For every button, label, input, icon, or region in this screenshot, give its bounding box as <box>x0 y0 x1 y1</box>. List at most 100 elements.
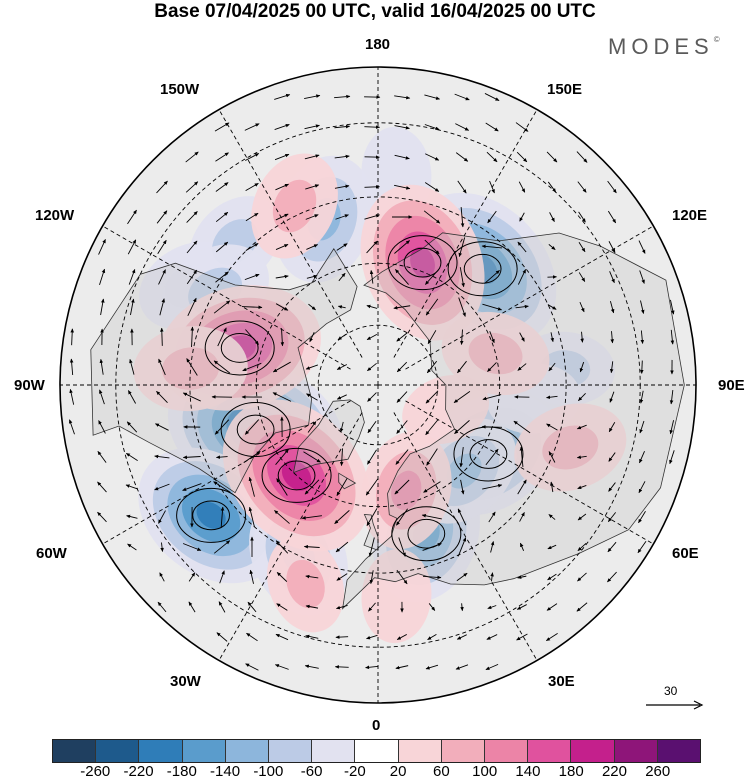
anomaly-contour <box>286 559 325 609</box>
coastline <box>90 248 358 494</box>
wind-vector <box>215 241 229 253</box>
wind-vector <box>454 420 470 434</box>
wind-vector <box>336 394 347 400</box>
wind-vector <box>336 243 348 251</box>
wind-vector <box>301 515 322 520</box>
wind-vector <box>157 601 167 613</box>
wind-vector <box>457 537 467 557</box>
wind-vector <box>159 298 165 316</box>
wind-vector <box>304 94 321 100</box>
colorbar-tick-label: -20 <box>344 763 366 780</box>
wind-vector <box>422 575 442 580</box>
height-anomaly-shading <box>133 126 627 644</box>
wind-vector <box>484 93 500 101</box>
wind-vector <box>186 358 198 376</box>
wind-vector <box>130 298 135 316</box>
colorbar-tick-label: 60 <box>433 763 450 780</box>
wind-vector <box>366 508 378 527</box>
wind-vector <box>428 603 436 611</box>
wind-vector <box>548 244 556 250</box>
wind-vector <box>519 542 525 551</box>
wind-vector <box>156 391 168 403</box>
wind-vector <box>394 95 411 100</box>
wind-vector <box>394 125 410 130</box>
wind-vector <box>274 664 289 670</box>
wind-vector <box>128 268 136 285</box>
colorbar-tick-label: 100 <box>472 763 498 780</box>
brand-name: MODES <box>608 34 714 59</box>
wind-vector <box>275 244 289 250</box>
wind-vector <box>610 331 614 344</box>
wind-vector <box>481 244 502 249</box>
wind-vector <box>154 454 170 459</box>
wind-vector <box>546 151 558 163</box>
meridian-line <box>102 400 351 545</box>
wind-vector <box>364 125 381 129</box>
wind-vector <box>214 122 230 132</box>
wind-vector <box>488 511 496 523</box>
wind-vector <box>547 181 557 193</box>
wind-vector <box>158 358 166 376</box>
wind-vector <box>245 153 260 161</box>
colorbar-tick-label: -260 <box>80 763 111 780</box>
wind-vector <box>97 450 107 463</box>
wind-vector <box>577 572 587 582</box>
wind-vector <box>607 512 617 522</box>
wind-vector <box>608 241 616 254</box>
wind-vector <box>335 541 349 553</box>
anomaly-colorbar <box>52 739 701 763</box>
anomaly-contour <box>196 501 226 529</box>
wind-vector <box>421 514 442 520</box>
wind-vector <box>395 665 409 670</box>
wind-vector <box>98 238 106 255</box>
modes-logo: MODES© <box>608 34 720 60</box>
wind-vector <box>275 540 289 554</box>
wind-vector <box>366 240 378 254</box>
streamline <box>176 487 247 543</box>
wind-vector <box>426 360 438 374</box>
wind-vector <box>548 451 556 463</box>
wind-vector <box>576 602 588 612</box>
reference-vector-label: 30 <box>664 684 678 698</box>
wind-vector <box>517 479 527 495</box>
wind-vector <box>217 327 227 347</box>
wind-vector <box>485 122 499 132</box>
anomaly-contour <box>542 425 599 470</box>
colorbar-swatch <box>139 740 183 762</box>
wind-vector <box>185 151 199 163</box>
wind-vector <box>337 333 347 341</box>
wind-vector <box>213 300 231 314</box>
wind-vector <box>272 361 291 373</box>
wind-vector <box>213 481 231 493</box>
wind-vector <box>276 478 288 496</box>
wind-vector <box>242 362 262 372</box>
wind-vector <box>276 572 288 582</box>
wind-vector <box>306 274 318 279</box>
wind-vector <box>460 603 464 612</box>
streamline <box>387 235 458 291</box>
wind-vector <box>519 332 525 342</box>
streamline <box>236 414 275 445</box>
wind-vector <box>245 243 259 251</box>
anomaly-centre <box>514 403 627 492</box>
anomaly-centre <box>133 326 248 412</box>
wind-vector <box>215 271 229 283</box>
streamline <box>220 333 259 363</box>
wind-vector <box>182 543 202 551</box>
wind-vector <box>365 478 379 496</box>
wind-vector <box>546 395 558 400</box>
lon-label-150w: 150W <box>160 81 200 98</box>
wind-vector <box>305 634 319 639</box>
wind-vector <box>213 540 231 554</box>
colorbar-swatch <box>614 740 658 762</box>
wind-vector <box>580 331 584 343</box>
colorbar-ticks: -260 -220 -180 -140 -100 -60 -20 20 60 100 140 180 2… <box>0 763 750 783</box>
latitude-circle <box>189 196 567 574</box>
wind-vector <box>577 543 587 551</box>
wind-vector <box>394 479 410 495</box>
streamline <box>469 439 508 469</box>
colorbar-swatch <box>528 740 572 762</box>
wind-vector <box>309 332 315 343</box>
wind-vector <box>425 664 439 670</box>
wind-vector <box>367 392 377 402</box>
